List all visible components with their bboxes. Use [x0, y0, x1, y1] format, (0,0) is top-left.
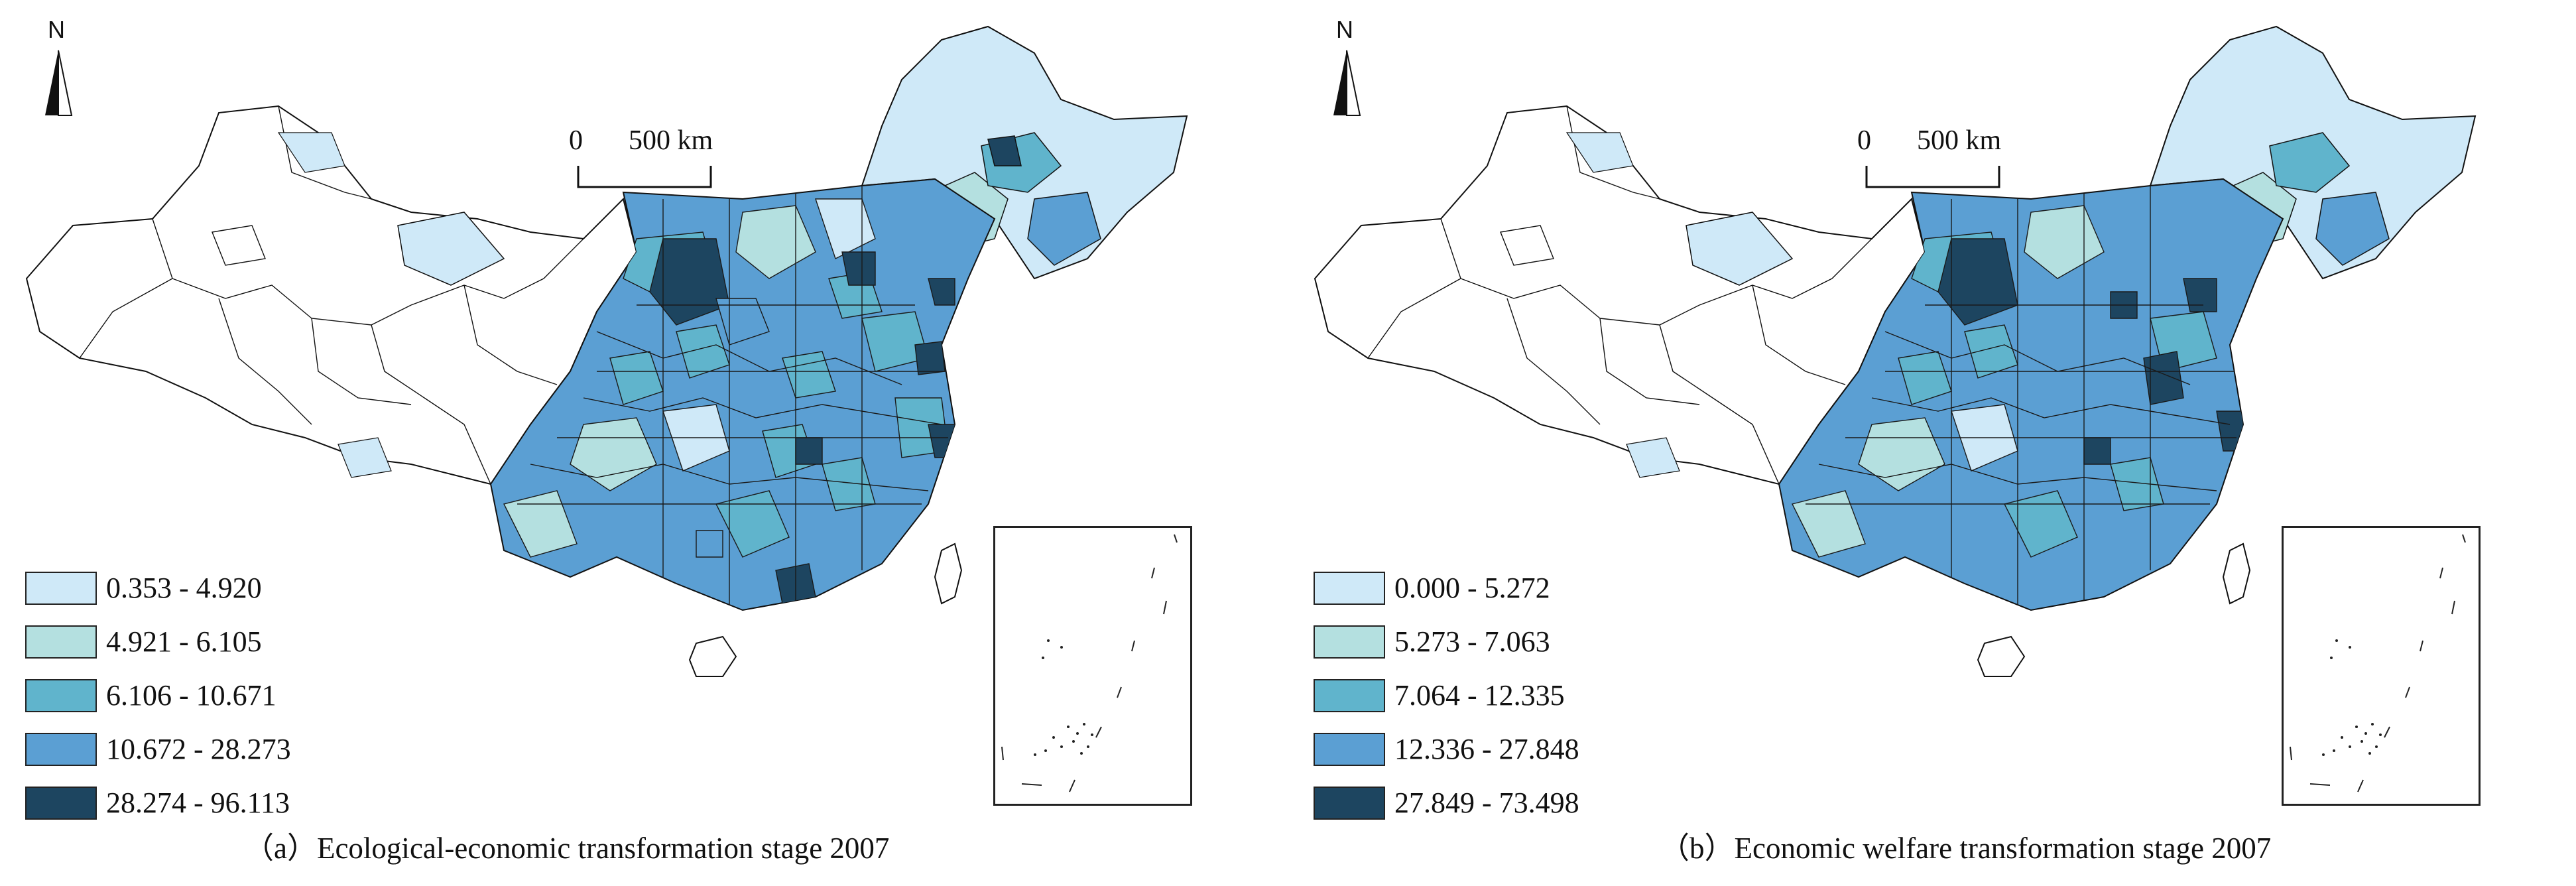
legend-item: 12.336 - 27.848	[1314, 724, 1579, 775]
north-arrow-icon	[45, 50, 73, 116]
legend-label: 4.921 - 6.105	[106, 625, 262, 658]
scale-zero-label: 0	[1857, 125, 1871, 156]
legend-item: 6.106 - 10.671	[25, 670, 291, 722]
south-china-sea-islands	[1001, 534, 1178, 792]
choropleth-map-b	[1314, 25, 2477, 677]
taiwan-island	[934, 542, 963, 605]
legend-item: 0.000 - 5.272	[1314, 562, 1579, 614]
legend-label: 0.000 - 5.272	[1394, 572, 1550, 604]
legend-label: 12.336 - 27.848	[1394, 733, 1579, 765]
north-arrow-label: N	[48, 16, 65, 43]
scale-distance-label: 500 km	[629, 125, 713, 156]
map-panel-a: N 0 500 km 0.353 - 4.920 4.921 - 6.105 6…	[25, 16, 1192, 865]
legend-item: 5.273 - 7.063	[1314, 616, 1579, 668]
legend-item: 4.921 - 6.105	[25, 616, 291, 668]
hainan-island	[1977, 635, 2026, 677]
legend-item: 7.064 - 12.335	[1314, 670, 1579, 722]
legend-label: 10.672 - 28.273	[106, 733, 291, 765]
south-china-sea-inset	[993, 526, 1192, 806]
legend-label: 28.274 - 96.113	[106, 787, 290, 819]
legend-swatch	[1314, 679, 1385, 712]
north-arrow: N	[1327, 16, 1367, 122]
south-china-sea-islands	[2290, 534, 2466, 792]
legend-item: 0.353 - 4.920	[25, 562, 291, 614]
legend-label: 7.064 - 12.335	[1394, 679, 1565, 712]
legend-swatch	[25, 572, 97, 605]
scale-bar-line	[1865, 166, 2000, 188]
legend-swatch	[1314, 625, 1385, 659]
scale-zero-label: 0	[569, 125, 583, 156]
legend-swatch	[1314, 572, 1385, 605]
north-arrow: N	[38, 16, 78, 122]
legend-swatch	[25, 679, 97, 712]
north-arrow-icon	[1333, 50, 1361, 116]
map-caption: （b）Economic welfare transformation stage…	[1660, 832, 2272, 865]
choropleth-map-a	[25, 25, 1188, 677]
scale-bar-line	[577, 166, 712, 188]
legend-swatch	[25, 733, 97, 766]
legend-item: 28.274 - 96.113	[25, 777, 291, 829]
north-arrow-label: N	[1336, 16, 1353, 43]
legend-swatch	[1314, 787, 1385, 820]
legend-item: 27.849 - 73.498	[1314, 777, 1579, 829]
legend-label: 0.353 - 4.920	[106, 572, 262, 604]
legend-label: 6.106 - 10.671	[106, 679, 276, 712]
map-caption: （a）Ecological-economic transformation st…	[244, 832, 890, 865]
legend-swatch	[25, 625, 97, 659]
south-china-sea-inset	[2282, 526, 2481, 806]
hainan-island	[688, 635, 737, 677]
legend-swatch	[1314, 733, 1385, 766]
legend-label: 27.849 - 73.498	[1394, 787, 1579, 819]
map-panel-b: N 0 500 km 0.000 - 5.272 5.273 - 7.063 7…	[1288, 0, 2576, 886]
legend-swatch	[25, 787, 97, 820]
legend: 0.000 - 5.272 5.273 - 7.063 7.064 - 12.3…	[1314, 562, 1579, 831]
scale-distance-label: 500 km	[1917, 125, 2002, 156]
legend: 0.353 - 4.920 4.921 - 6.105 6.106 - 10.6…	[25, 562, 291, 831]
legend-item: 10.672 - 28.273	[25, 724, 291, 775]
legend-label: 5.273 - 7.063	[1394, 625, 1550, 658]
taiwan-island	[2222, 542, 2251, 605]
